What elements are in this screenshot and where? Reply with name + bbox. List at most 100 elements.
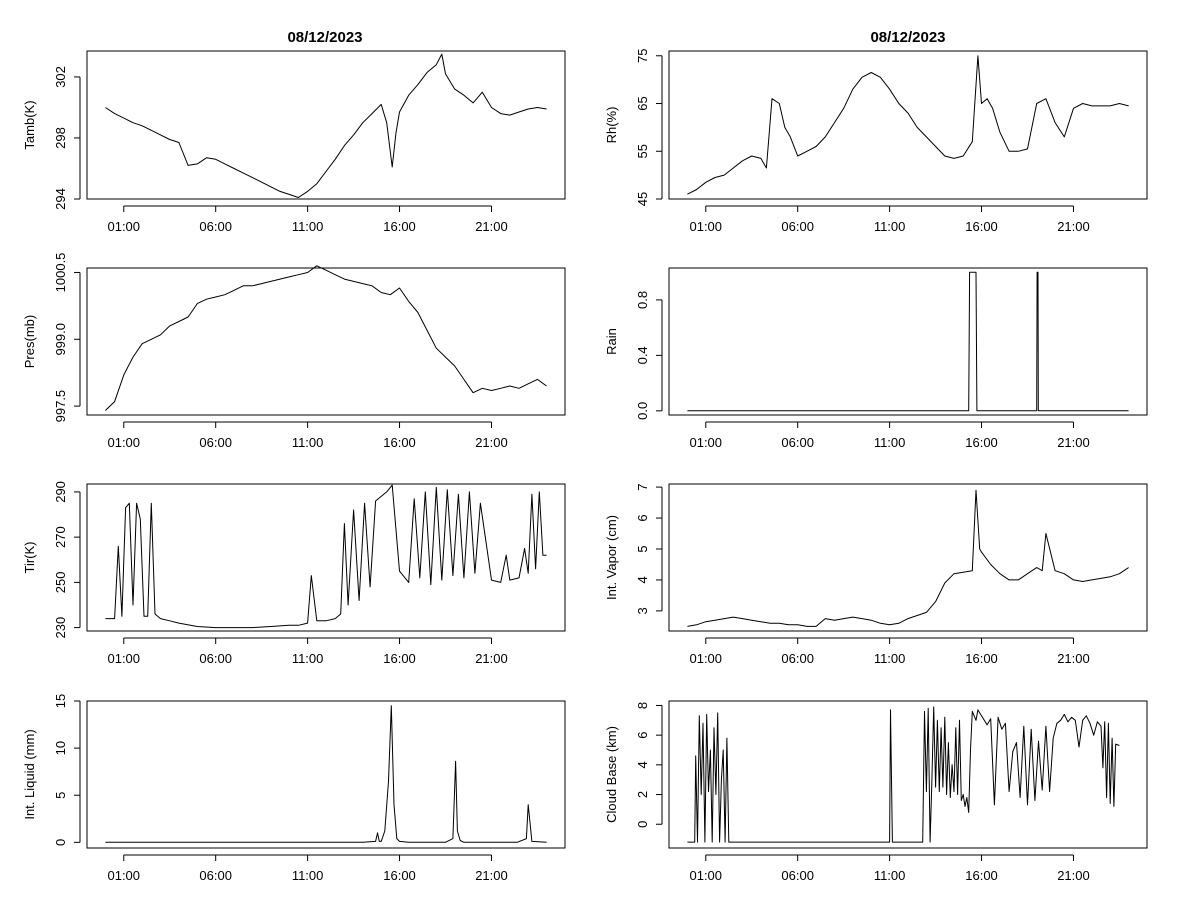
vapor-y-tick-label: 4 [635,576,650,583]
rain-x-tick-label: 16:00 [965,435,998,450]
tir-plot-frame [86,483,566,632]
vapor-y-tick-label: 7 [635,483,650,490]
vapor-panel: 01:00 06:00 11:00 16:00 21:00 3 4 5 6 7 Int. Vapor… [604,483,1148,666]
tamb-series-line [105,53,547,198]
tir-x-tick-label: 01:00 [107,651,140,666]
rh-y-tick-label: 45 [635,192,650,206]
rh-panel: 01:00 06:00 11:00 16:00 21:00 45 55 65 75 Rh(%) [604,49,1148,234]
vapor-y-tick-label: 3 [635,607,650,614]
rh-x-tick-label: 21:00 [1057,219,1090,234]
cloudbase-x-tick-label: 01:00 [689,868,722,883]
liquid-x-tick-label: 11:00 [292,868,324,883]
cloudbase-y-tick-label: 6 [635,732,650,739]
pres-series-line [105,265,547,411]
vapor-y-axis-label: Int. Vapor (cm) [604,515,619,600]
tamb-y-tick-label: 302 [53,66,68,88]
rain-series-line [687,271,1129,412]
liquid-y-tick-label: 15 [53,694,68,708]
pres-x-tick-label: 11:00 [292,435,324,450]
vapor-plot-frame [668,483,1148,632]
tamb-x-tick-label: 21:00 [475,219,508,234]
rh-y-tick-label: 65 [635,96,650,110]
pres-panel: 01:00 06:00 11:00 16:00 21:00 997.5 999.0 1000.… [22,253,566,450]
tamb-x-tick-label: 16:00 [383,219,416,234]
rain-y-tick-label: 0.4 [635,346,650,364]
liquid-y-tick-label: 10 [53,741,68,755]
cloudbase-y-tick-label: 4 [635,761,650,768]
rh-x-tick-label: 06:00 [781,219,814,234]
cloudbase-y-axis-label: Cloud Base (km) [604,726,619,823]
liquid-y-axis-label: Int. Liquid (mm) [22,729,37,819]
tir-y-tick-label: 290 [53,481,68,503]
liquid-x-tick-label: 01:00 [107,868,140,883]
rain-plot-frame [668,267,1148,416]
tamb-y-tick-label: 298 [53,127,68,149]
rh-series-line [687,55,1129,195]
tamb-plot-frame [86,50,566,200]
rh-plot-frame [668,50,1148,200]
vapor-x-tick-label: 16:00 [965,651,998,666]
tamb-y-tick-label: 294 [53,188,68,210]
cloudbase-y-tick-label: 8 [635,702,650,709]
pres-y-tick-label: 997.5 [53,390,68,423]
cloudbase-x-tick-label: 06:00 [781,868,814,883]
liquid-x-tick-label: 21:00 [475,868,508,883]
pres-y-tick-label: 999.0 [53,323,68,356]
cloudbase-y-tick-label: 0 [635,821,650,828]
tir-x-tick-label: 06:00 [199,651,232,666]
rh-x-tick-label: 01:00 [689,219,722,234]
pres-plot-frame [86,267,566,416]
cloudbase-x-tick-label: 21:00 [1057,868,1090,883]
tir-y-tick-label: 270 [53,526,68,548]
vapor-x-tick-label: 21:00 [1057,651,1090,666]
right-column-title: 08/12/2023 [870,29,945,46]
rain-panel: 01:00 06:00 11:00 16:00 21:00 0.0 0.4 0.8 Rain [604,267,1148,450]
rh-y-tick-label: 55 [635,144,650,158]
tir-panel: 01:00 06:00 11:00 16:00 21:00 230 250 270 290 Tir… [22,481,566,666]
rain-x-tick-label: 11:00 [874,435,906,450]
liquid-series-line [105,705,547,843]
pres-x-tick-label: 06:00 [199,435,232,450]
pres-y-axis-label: Pres(mb) [22,315,37,368]
rh-x-tick-label: 16:00 [965,219,998,234]
liquid-x-tick-label: 16:00 [383,868,416,883]
tamb-panel: 01:00 06:00 11:00 16:00 21:00 294 298 302 Tamb(K… [22,50,566,234]
pres-x-tick-label: 01:00 [107,435,140,450]
tir-series-line [105,484,547,629]
cloudbase-x-tick-label: 16:00 [965,868,998,883]
rh-y-tick-label: 75 [635,49,650,63]
left-column-title: 08/12/2023 [287,29,362,46]
liquid-plot-frame [86,700,566,849]
rain-y-tick-label: 0.0 [635,402,650,420]
rain-x-tick-label: 01:00 [689,435,722,450]
tir-x-tick-label: 11:00 [292,651,324,666]
tir-y-tick-label: 230 [53,617,68,639]
rh-x-tick-label: 11:00 [874,219,906,234]
tir-y-tick-label: 250 [53,572,68,594]
tir-y-axis-label: Tir(K) [22,541,37,573]
vapor-y-tick-label: 6 [635,514,650,521]
vapor-x-tick-label: 06:00 [781,651,814,666]
liquid-y-tick-label: 0 [53,839,68,846]
cloudbase-series-line [687,706,1120,843]
cloudbase-panel: 01:00 06:00 11:00 16:00 21:00 0 2 4 6 8 Cloud Base… [604,700,1148,883]
vapor-y-tick-label: 5 [635,545,650,552]
cloudbase-x-tick-label: 11:00 [874,868,906,883]
tamb-y-axis-label: Tamb(K) [22,100,37,149]
pres-x-tick-label: 16:00 [383,435,416,450]
liquid-panel: 01:00 06:00 11:00 16:00 21:00 0 5 10 15 Int. Liqu… [22,694,566,883]
liquid-y-tick-label: 5 [53,792,68,799]
cloudbase-plot-frame [668,700,1148,849]
pres-x-tick-label: 21:00 [475,435,508,450]
vapor-series-line [687,489,1129,627]
tamb-x-tick-label: 06:00 [199,219,232,234]
tir-x-tick-label: 16:00 [383,651,416,666]
pres-y-tick-label: 1000.5 [53,253,68,293]
rain-y-axis-label: Rain [604,328,619,355]
vapor-x-tick-label: 11:00 [874,651,906,666]
rh-y-axis-label: Rh(%) [604,107,619,144]
tir-x-tick-label: 21:00 [475,651,508,666]
liquid-x-tick-label: 06:00 [199,868,232,883]
tamb-x-tick-label: 01:00 [107,219,140,234]
